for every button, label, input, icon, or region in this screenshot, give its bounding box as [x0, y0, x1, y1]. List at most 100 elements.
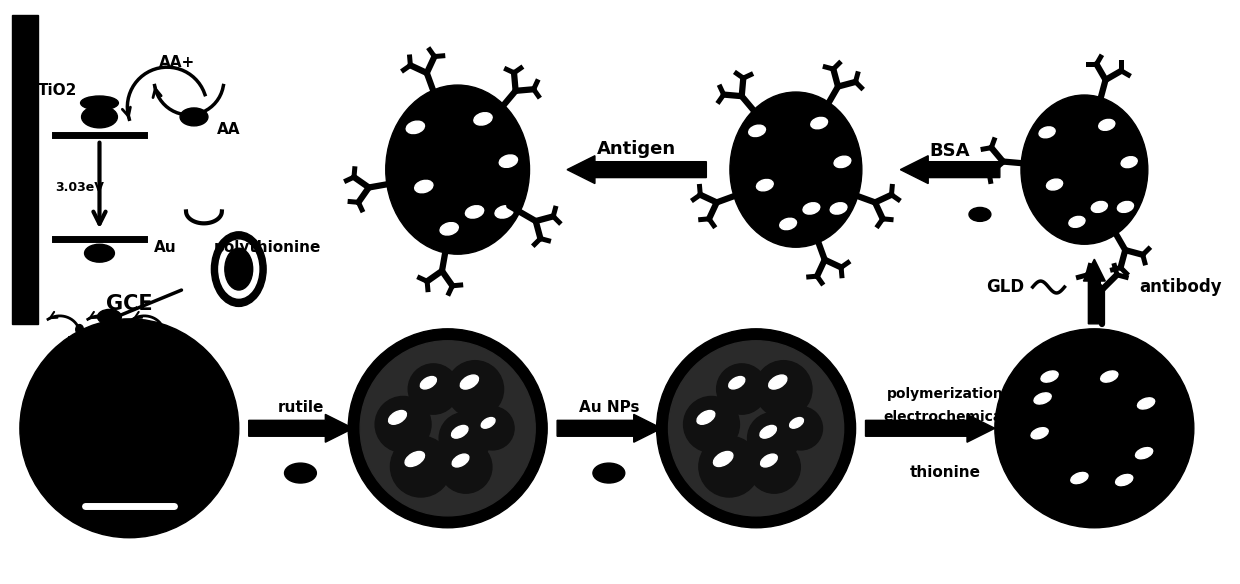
Ellipse shape	[1039, 127, 1055, 138]
Ellipse shape	[968, 207, 991, 221]
Circle shape	[717, 364, 768, 414]
Circle shape	[699, 436, 760, 497]
FancyArrow shape	[557, 415, 662, 442]
Ellipse shape	[1030, 427, 1048, 439]
Ellipse shape	[790, 418, 804, 428]
Ellipse shape	[474, 113, 492, 125]
Text: polymerization: polymerization	[887, 387, 1003, 401]
Ellipse shape	[756, 179, 774, 191]
Ellipse shape	[780, 218, 796, 230]
Text: AA+: AA+	[159, 55, 195, 70]
Ellipse shape	[769, 375, 787, 389]
Circle shape	[360, 340, 536, 516]
Ellipse shape	[1034, 393, 1052, 404]
Text: polythionine: polythionine	[213, 239, 321, 255]
FancyArrow shape	[249, 415, 353, 442]
Ellipse shape	[500, 155, 517, 168]
Text: antibody: antibody	[1140, 278, 1221, 296]
Circle shape	[748, 412, 799, 464]
Ellipse shape	[84, 244, 114, 262]
Ellipse shape	[831, 203, 847, 214]
Ellipse shape	[760, 426, 776, 438]
Circle shape	[657, 329, 856, 528]
Circle shape	[376, 397, 432, 453]
Ellipse shape	[180, 108, 208, 126]
Ellipse shape	[135, 325, 143, 335]
Ellipse shape	[440, 223, 459, 235]
Ellipse shape	[835, 156, 851, 168]
Ellipse shape	[481, 418, 495, 428]
Ellipse shape	[82, 106, 118, 128]
Ellipse shape	[453, 454, 469, 467]
Ellipse shape	[1042, 371, 1058, 382]
Ellipse shape	[1047, 179, 1063, 190]
Ellipse shape	[1021, 95, 1148, 244]
Ellipse shape	[407, 121, 424, 134]
Ellipse shape	[386, 85, 529, 254]
Circle shape	[755, 361, 812, 418]
Text: GLD: GLD	[986, 278, 1024, 296]
Circle shape	[20, 319, 239, 538]
Text: Antigen: Antigen	[598, 140, 676, 158]
Text: electrochemical: electrochemical	[883, 411, 1007, 425]
Circle shape	[683, 397, 739, 453]
Ellipse shape	[1101, 371, 1117, 382]
Text: 3.03eV: 3.03eV	[55, 181, 104, 194]
Ellipse shape	[451, 426, 467, 438]
Ellipse shape	[211, 232, 267, 307]
Text: GCE: GCE	[105, 294, 153, 314]
Text: Au: Au	[154, 239, 177, 255]
Ellipse shape	[219, 240, 259, 298]
Ellipse shape	[1117, 201, 1133, 213]
Text: AA: AA	[217, 122, 241, 137]
Ellipse shape	[465, 206, 484, 218]
Ellipse shape	[1091, 201, 1107, 213]
Ellipse shape	[593, 463, 625, 483]
FancyArrow shape	[900, 156, 999, 183]
Ellipse shape	[811, 117, 827, 128]
Ellipse shape	[1071, 472, 1087, 484]
Ellipse shape	[1121, 157, 1137, 168]
FancyArrow shape	[567, 156, 707, 183]
Circle shape	[446, 361, 503, 418]
Ellipse shape	[1099, 119, 1115, 130]
Ellipse shape	[713, 451, 733, 467]
Ellipse shape	[495, 206, 513, 218]
Ellipse shape	[76, 325, 83, 335]
FancyArrow shape	[866, 415, 994, 442]
Ellipse shape	[420, 377, 436, 389]
Ellipse shape	[1136, 447, 1153, 459]
Ellipse shape	[405, 451, 424, 467]
Ellipse shape	[284, 463, 316, 483]
Text: BSA: BSA	[930, 142, 971, 160]
Text: White light: White light	[164, 359, 223, 394]
Ellipse shape	[460, 375, 479, 389]
Text: rutile: rutile	[278, 401, 324, 415]
Ellipse shape	[697, 411, 714, 425]
Ellipse shape	[730, 92, 862, 247]
Text: thionine: thionine	[910, 465, 981, 480]
Ellipse shape	[388, 411, 407, 425]
Circle shape	[391, 436, 451, 497]
Circle shape	[994, 329, 1194, 528]
Circle shape	[779, 406, 822, 450]
Ellipse shape	[224, 248, 253, 290]
Text: TiO2: TiO2	[38, 83, 77, 98]
Text: Au NPs: Au NPs	[579, 401, 639, 415]
Ellipse shape	[729, 377, 745, 389]
Ellipse shape	[1137, 398, 1154, 409]
Ellipse shape	[760, 454, 777, 467]
Circle shape	[668, 340, 843, 516]
Circle shape	[440, 441, 492, 493]
Ellipse shape	[81, 96, 118, 110]
Circle shape	[348, 329, 547, 528]
Ellipse shape	[1116, 474, 1133, 486]
Ellipse shape	[98, 310, 122, 324]
FancyArrow shape	[1084, 259, 1105, 324]
Bar	[12, 15, 37, 324]
Circle shape	[748, 441, 800, 493]
Circle shape	[439, 412, 491, 464]
Ellipse shape	[414, 180, 433, 193]
Circle shape	[471, 406, 515, 450]
Ellipse shape	[749, 125, 765, 137]
